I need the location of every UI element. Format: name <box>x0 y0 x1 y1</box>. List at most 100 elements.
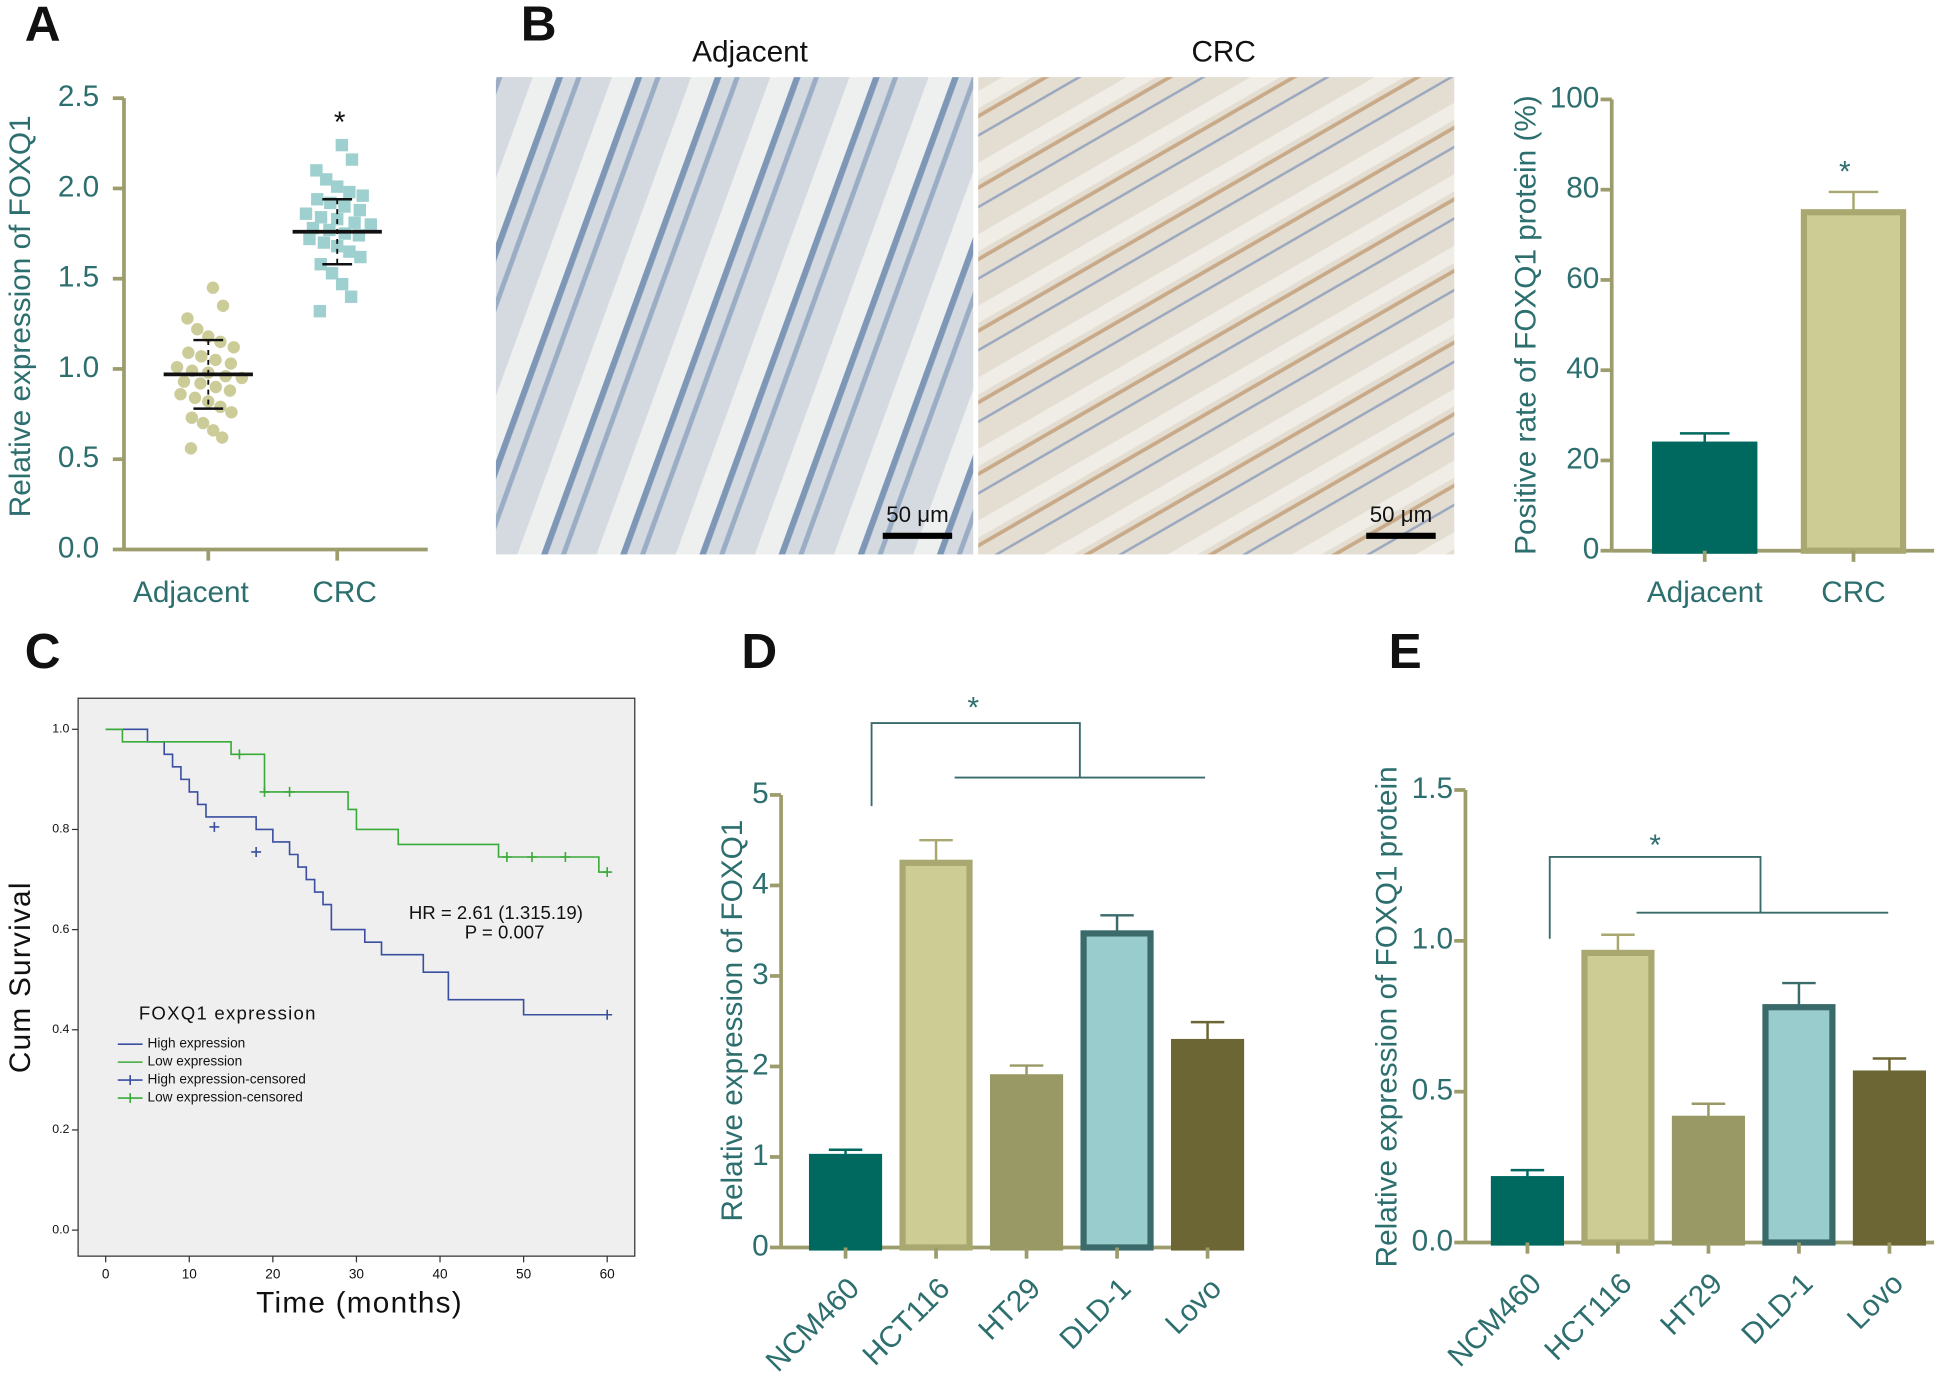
y-tick-label: 0.0 <box>58 531 99 564</box>
dot <box>348 216 361 229</box>
annotation: HR = 2.61 (1.315.19) <box>409 902 583 923</box>
censor-mark <box>234 749 245 760</box>
censor-mark <box>560 852 571 862</box>
dot <box>214 335 227 349</box>
dot <box>196 416 210 430</box>
legend-title: FOXQ1 expression <box>139 1002 317 1023</box>
dot <box>209 353 222 367</box>
y-tick-label: 0.8 <box>52 822 69 836</box>
dot <box>181 312 194 325</box>
y-tick-label: 5 <box>752 777 769 810</box>
significance: * <box>1649 829 1661 862</box>
dot <box>216 299 230 312</box>
dot <box>184 442 198 455</box>
censor-mark <box>602 1009 613 1020</box>
micrograph-adjacent <box>495 77 974 555</box>
panel-label: A <box>25 0 61 52</box>
dot <box>314 211 328 224</box>
micrograph-crc <box>978 77 1455 555</box>
dot <box>303 232 316 246</box>
panel-label: C <box>25 623 61 679</box>
dot <box>227 341 240 354</box>
dot <box>313 304 327 318</box>
dot <box>335 138 349 152</box>
bar <box>1581 949 1655 1246</box>
y-tick-label: 0.4 <box>52 1022 69 1036</box>
bar <box>1762 1004 1836 1246</box>
dot <box>320 173 333 186</box>
legend-swatch <box>117 1075 143 1086</box>
y-tick-label: 3 <box>752 958 769 991</box>
y-tick-label: 100 <box>1550 81 1600 114</box>
x-tick-label: 30 <box>349 1266 365 1281</box>
dot <box>195 350 208 363</box>
dot <box>310 164 323 177</box>
x-tick-label: HT29 <box>972 1272 1047 1347</box>
dot <box>194 377 207 390</box>
legend-label: Low expression-censored <box>148 1090 303 1105</box>
x-tick-label: Adjacent <box>133 576 250 609</box>
y-tick-label: 0.0 <box>52 1222 69 1236</box>
dot <box>338 200 351 213</box>
annotation: P = 0.007 <box>465 922 545 943</box>
significance: * <box>967 691 979 724</box>
dot <box>207 424 220 437</box>
dot <box>335 277 349 291</box>
dot <box>225 406 238 419</box>
panel-label: E <box>1389 623 1422 679</box>
dot <box>224 357 238 370</box>
y-axis-label: Relative expression of FOXQ1 protein <box>1370 766 1403 1267</box>
bar <box>1852 1070 1927 1246</box>
x-tick-label: Adjacent <box>1647 576 1764 609</box>
survival-curve <box>105 728 608 873</box>
y-tick-label: 60 <box>1566 262 1599 295</box>
dot <box>314 258 327 271</box>
y-axis-label: Relative expression of FOXQ1 <box>4 115 37 517</box>
x-tick-label: 40 <box>432 1266 448 1281</box>
x-tick-label: Lovo <box>1841 1267 1910 1336</box>
y-tick-label: 0.0 <box>1412 1224 1453 1257</box>
image-label: Adjacent <box>692 35 809 68</box>
y-tick-label: 1.0 <box>1412 923 1453 956</box>
y-tick-label: 0 <box>752 1229 769 1262</box>
y-tick-label: 1.0 <box>58 351 99 384</box>
y-tick-label: 1.5 <box>1412 772 1453 805</box>
dot <box>331 180 344 193</box>
bar <box>1671 1115 1746 1246</box>
x-tick-label: HT29 <box>1654 1267 1729 1342</box>
x-tick-label: NCM460 <box>760 1272 866 1378</box>
plot-area <box>77 697 636 1257</box>
dot <box>354 250 367 264</box>
dot <box>345 153 359 166</box>
significance: * <box>334 106 346 139</box>
y-tick-label: 2 <box>752 1048 769 1081</box>
dot <box>343 245 356 258</box>
y-tick-label: 1 <box>752 1139 769 1172</box>
censor-mark <box>259 786 270 797</box>
x-tick-label: 20 <box>265 1266 281 1281</box>
significance: * <box>1839 156 1851 189</box>
dot <box>353 203 366 217</box>
censor-mark <box>284 786 295 797</box>
censor-mark <box>209 821 220 832</box>
dot <box>191 323 204 336</box>
scale-bar-label: 50 μm <box>886 502 948 527</box>
bar <box>1170 1038 1245 1251</box>
dot <box>215 431 229 444</box>
y-tick-label: 0.6 <box>52 922 69 936</box>
x-axis-label: Time (months) <box>256 1286 463 1319</box>
dot <box>214 400 227 414</box>
x-tick-label: CRC <box>312 576 376 609</box>
dot <box>174 388 187 401</box>
x-tick-label: 10 <box>182 1266 198 1281</box>
x-tick-label: 60 <box>600 1266 616 1281</box>
dot <box>364 218 377 231</box>
censor-mark <box>251 847 262 857</box>
dot <box>325 267 339 280</box>
y-tick-label: 0 <box>1583 533 1600 566</box>
panel-label: D <box>741 623 777 679</box>
x-tick-label: Lovo <box>1159 1272 1228 1341</box>
y-tick-label: 80 <box>1566 172 1599 205</box>
bar <box>1080 930 1154 1251</box>
